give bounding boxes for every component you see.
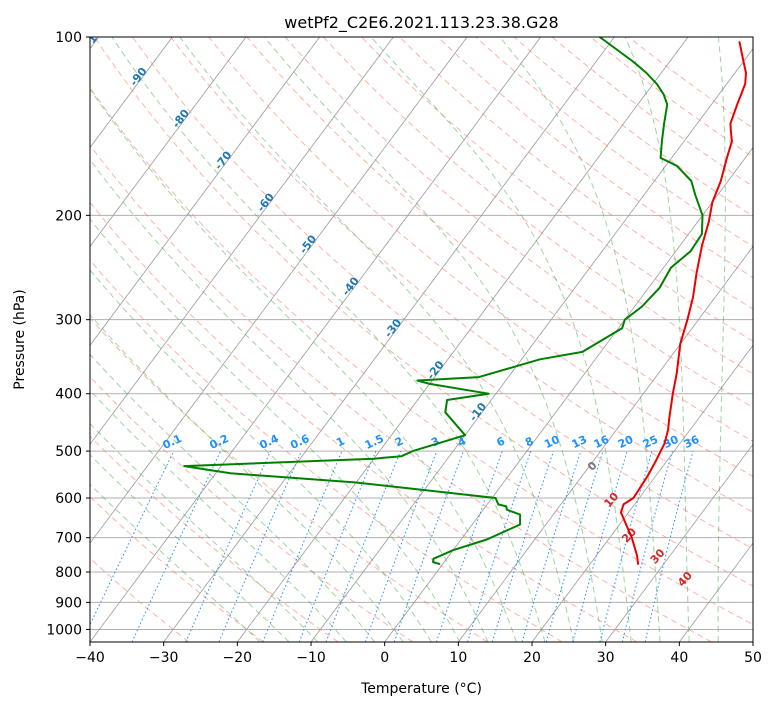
mixing-ratio-line — [491, 450, 554, 642]
moist-adiabat-line — [90, 454, 290, 642]
dewpoint-profile-line — [183, 37, 704, 565]
moist-adiabat-line — [111, 37, 546, 642]
mixing-ratio-line — [435, 450, 503, 642]
x-tick-label: 10 — [449, 650, 467, 666]
mixing-ratio-line — [325, 450, 402, 642]
y-tick-label: 300 — [55, 313, 82, 329]
x-axis: −40 −30 −20 −10 0 10 20 30 40 50 — [75, 642, 762, 666]
x-axis-title: Temperature (°C) — [360, 681, 482, 697]
mixing-ratio-label: 25 — [641, 433, 660, 451]
isotherm-gridline — [90, 37, 542, 642]
y-tick-label: 1000 — [46, 622, 82, 638]
mixing-ratio-line — [298, 450, 377, 642]
dry-adiabat-line — [90, 259, 563, 642]
isotherm-gridline — [90, 37, 321, 347]
y-tick-label: 500 — [55, 444, 82, 460]
isotherm-gridline — [163, 37, 615, 642]
y-tick-label: 900 — [55, 595, 82, 611]
isotherm-gridline — [605, 443, 753, 642]
y-tick-label: 800 — [55, 565, 82, 581]
isotherm-gridline — [90, 37, 394, 445]
dry-adiabat-line — [475, 37, 753, 248]
plot-area: 0.10.20.40.611.52346810131620253036-100-… — [90, 37, 753, 642]
x-tick-label: −40 — [75, 650, 105, 666]
chart-title: wetPf2_C2E6.2021.113.23.38.G28 — [284, 13, 558, 33]
x-tick-label: −30 — [149, 650, 179, 666]
moist-adiabat-line — [90, 218, 461, 642]
isotherm-gridline — [237, 37, 689, 642]
y-axis-title: Pressure (hPa) — [12, 289, 28, 389]
dry-adiabat-line — [513, 37, 753, 217]
mixing-ratio-line — [185, 450, 272, 642]
dry-adiabat-line — [93, 37, 753, 587]
mixing-ratio-label: 36 — [682, 433, 702, 451]
dry-adiabat-line — [170, 37, 753, 513]
dry-adiabat-line — [90, 86, 753, 626]
isotherm-gridline — [531, 344, 753, 642]
dry-adiabat-line — [322, 37, 753, 375]
isotherm-gridline — [90, 37, 247, 248]
x-tick-label: 30 — [597, 650, 615, 666]
mixing-ratio-line — [545, 450, 604, 642]
mixing-ratio-line — [644, 450, 694, 642]
y-tick-label: 400 — [55, 387, 82, 403]
mixing-ratio-line — [521, 450, 582, 642]
mixing-ratio-label: 10 — [542, 433, 562, 451]
moist-adiabat-line — [90, 269, 432, 642]
mixing-ratio-line — [599, 450, 653, 642]
mixing-ratio-label: 13 — [570, 433, 589, 451]
mixing-ratio-line — [621, 450, 673, 642]
mixing-ratio-line — [218, 450, 302, 642]
x-tick-label: 0 — [380, 650, 389, 666]
x-tick-label: −20 — [223, 650, 253, 666]
y-tick-label: 700 — [55, 531, 82, 547]
isotherm-gridline — [90, 37, 173, 149]
mixing-ratio-line — [467, 450, 532, 642]
x-tick-label: 20 — [523, 650, 541, 666]
moist-adiabat-line — [90, 353, 376, 642]
isotherm-gridline — [384, 146, 753, 642]
temperature-profile-line — [620, 41, 747, 565]
isotherm-gridline — [458, 245, 753, 642]
mixing-ratio-line — [262, 450, 343, 642]
moist-adiabat-line — [90, 389, 347, 642]
y-tick-label: 200 — [55, 208, 82, 224]
mixing-ratio-line — [393, 450, 464, 642]
dry-adiabat-line — [132, 37, 753, 550]
moist-adiabat-line — [264, 37, 603, 642]
y-axis: 100 200 300 400 500 600 700 800 900 1000 — [46, 30, 90, 638]
dry-adiabat-line — [361, 37, 753, 342]
x-tick-label: 50 — [744, 650, 762, 666]
mixing-ratio-line — [364, 450, 438, 642]
moist-adiabat-line — [179, 37, 575, 642]
dry-adiabat-line — [590, 37, 753, 158]
moist-adiabat-line — [90, 88, 517, 642]
mixing-ratio-line — [572, 450, 628, 642]
moist-adiabat-line — [90, 422, 319, 642]
mixing-ratio-label: 16 — [592, 433, 612, 451]
dry-adiabat-line — [90, 201, 638, 642]
x-tick-label: −10 — [296, 650, 326, 666]
moist-adiabat-line — [717, 37, 726, 642]
moist-adiabat-line — [90, 313, 404, 642]
moist-adiabat-line — [499, 37, 661, 642]
dry-adiabat-line — [284, 37, 753, 408]
dry-adiabat-line — [90, 496, 264, 642]
dry-adiabat-line — [208, 37, 753, 478]
dry-adiabat-line — [90, 317, 488, 642]
y-tick-label: 100 — [55, 30, 82, 46]
y-tick-label: 600 — [55, 491, 82, 507]
isotherm-gridline — [90, 37, 468, 544]
isotherm-gridline — [310, 48, 753, 642]
moist-adiabat-line — [624, 37, 690, 642]
moist-adiabat-line — [370, 37, 632, 642]
dry-adiabat-line — [551, 37, 753, 187]
dry-adiabat-line — [90, 375, 414, 642]
mixing-ratio-label: 20 — [616, 433, 636, 451]
plot-frame — [89, 36, 754, 643]
x-tick-label: 40 — [670, 650, 688, 666]
